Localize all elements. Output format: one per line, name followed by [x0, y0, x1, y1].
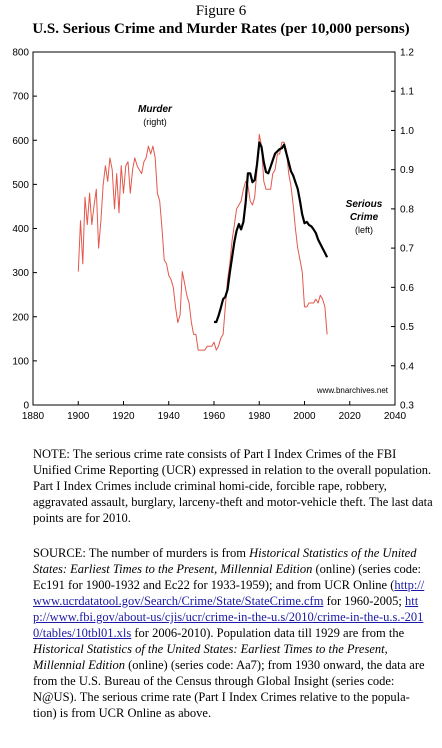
right-tick-label: 1.2 — [400, 48, 414, 59]
right-tick-label: 0.8 — [400, 204, 414, 215]
crime-label-1: Serious — [346, 199, 383, 210]
right-tick-label: 0.9 — [400, 165, 414, 176]
source-link-ucr[interactable]: http://www.ucrdatatool.gov/Search/Crime/… — [33, 578, 425, 608]
left-tick-label: 600 — [12, 136, 29, 147]
left-tick-label: 400 — [12, 224, 29, 235]
chart-note: NOTE: The serious crime rate consists of… — [33, 446, 433, 526]
left-tick-label: 200 — [12, 312, 29, 323]
right-tick-label: 1.0 — [400, 126, 414, 137]
left-tick-label: 700 — [12, 92, 29, 103]
x-tick-label: 2040 — [384, 411, 407, 422]
plot-frame — [32, 51, 396, 406]
serious-crime-series-line — [214, 141, 329, 324]
source-text-4: for 2006-2010). Population data till 192… — [134, 626, 405, 640]
source-text-2: (online) (series code: Ec191 for 1900-19… — [33, 562, 422, 592]
murder-label: Murder — [138, 104, 173, 115]
right-tick-label: 0.7 — [400, 244, 414, 255]
source-link-fbi[interactable]: http://www.fbi.gov/about-us/cjis/ucr/cri… — [33, 594, 424, 640]
murder-sub-label: (right) — [143, 117, 167, 127]
series-layer — [77, 133, 329, 351]
crime-sub-label: (left) — [355, 225, 373, 235]
left-tick-label: 0 — [23, 401, 29, 412]
x-tick-label: 1980 — [248, 411, 271, 422]
note-text: The serious crime rate consists of Part … — [33, 447, 433, 525]
figure-label: Figure 6 — [195, 3, 247, 19]
x-tick-label: 1960 — [203, 411, 226, 422]
source-lead: SOURCE: — [33, 546, 86, 560]
source-book-1: Historical Statistics of the United Stat… — [33, 546, 417, 576]
x-tick-label: 1900 — [67, 411, 90, 422]
right-tick-label: 0.3 — [400, 401, 414, 412]
left-tick-label: 300 — [12, 268, 29, 279]
x-tick-label: 2000 — [293, 411, 316, 422]
figure-title: U.S. Serious Crime and Murder Rates (per… — [32, 21, 410, 37]
source-text-5: (online) (series code: Aa7); from 1930 o… — [33, 658, 425, 720]
chart-source: SOURCE: The number of murders is from Hi… — [33, 545, 433, 721]
x-tick-label: 1920 — [112, 411, 135, 422]
right-tick-label: 1.1 — [400, 87, 414, 98]
right-axis: 0.3 0.4 0.5 0.6 0.7 0.8 0.9 1.0 1.1 1.2 — [391, 48, 414, 412]
source-text-3: for 1960-2005; — [326, 594, 402, 608]
left-axis: 0 100 200 300 400 500 600 700 800 — [12, 48, 37, 412]
right-tick-label: 0.4 — [400, 361, 414, 372]
x-tick-label: 2020 — [339, 411, 362, 422]
watermark: www.bnarchives.net — [316, 386, 389, 395]
crime-label-2: Crime — [350, 212, 379, 223]
x-axis: 1880 1900 1920 1940 1960 1980 2000 2020 2040 — [22, 401, 407, 422]
left-tick-label: 500 — [12, 180, 29, 191]
source-text-1: The number of murders is from — [88, 546, 246, 560]
note-lead: NOTE: — [33, 447, 70, 461]
x-tick-label: 1880 — [22, 411, 45, 422]
left-tick-label: 800 — [12, 48, 29, 59]
source-book-2: Historical Statistics of the United Stat… — [33, 642, 388, 672]
x-tick-label: 1940 — [158, 411, 181, 422]
right-tick-label: 0.6 — [400, 283, 414, 294]
right-tick-label: 0.5 — [400, 322, 414, 333]
left-tick-label: 100 — [12, 356, 29, 367]
